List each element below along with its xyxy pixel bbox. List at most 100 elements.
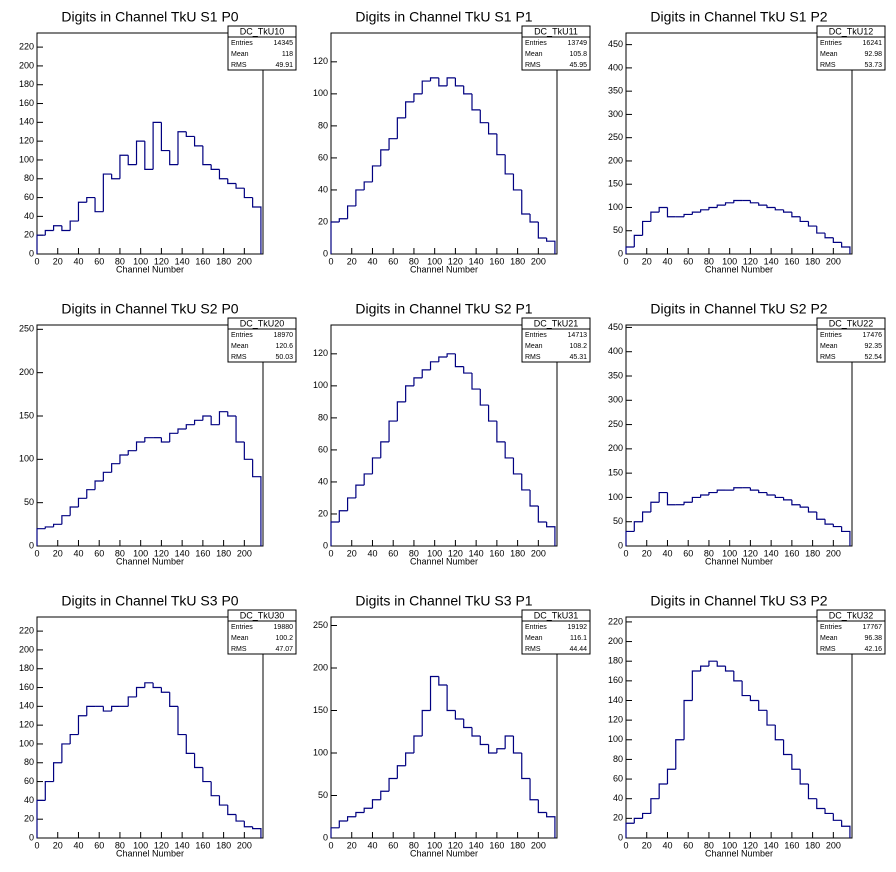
histogram-bin — [193, 136, 203, 147]
histogram-bin — [94, 480, 104, 490]
y-tick-label: 150 — [313, 705, 328, 715]
histogram-bin — [479, 736, 489, 746]
histogram-bin — [799, 769, 809, 785]
x-tick-label: 20 — [347, 548, 357, 558]
histogram-bin — [774, 725, 784, 741]
stats-label: Mean — [231, 343, 249, 350]
histogram-bin — [44, 780, 54, 801]
x-tick-label: 120 — [448, 548, 463, 558]
histogram-bin — [454, 710, 464, 720]
x-tick-label: 100 — [427, 840, 442, 850]
histogram-bin — [119, 154, 129, 179]
y-tick-label: 400 — [608, 62, 623, 72]
histogram-bin — [243, 442, 253, 460]
histogram-bin — [330, 827, 340, 838]
x-tick-label: 20 — [53, 840, 63, 850]
y-tick-label: 0 — [618, 540, 623, 550]
x-tick-label: 0 — [34, 256, 39, 266]
histogram-bin — [193, 419, 203, 425]
x-tick-label: 180 — [216, 840, 231, 850]
x-tick-label: 200 — [237, 840, 252, 850]
histogram-bin — [169, 692, 178, 707]
stats-label: Entries — [820, 40, 842, 47]
x-axis-label: Channel Number — [410, 556, 478, 566]
x-tick-label: 160 — [489, 256, 504, 266]
histogram-bin — [446, 353, 456, 358]
y-tick-label: 220 — [19, 41, 34, 51]
y-tick-label: 60 — [24, 192, 34, 202]
histogram-bin — [355, 484, 365, 498]
histogram-bin — [700, 494, 709, 498]
stats-label: Entries — [525, 624, 547, 631]
histogram-bin — [824, 519, 834, 525]
stats-value: 47.07 — [275, 646, 293, 653]
x-tick-label: 40 — [73, 548, 83, 558]
histogram-bin — [446, 685, 456, 712]
stats-label: Entries — [820, 332, 842, 339]
y-tick-label: 100 — [313, 380, 328, 390]
histogram-bin — [463, 366, 472, 374]
y-tick-label: 0 — [323, 540, 328, 550]
plot-frame — [625, 324, 853, 547]
histogram-bin — [733, 487, 743, 491]
histogram-bin — [774, 495, 784, 499]
histogram-bin — [724, 202, 734, 206]
x-axis-label: Channel Number — [116, 556, 184, 566]
histogram-pad: Digits in Channel TkU S3 P0 0 20 40 60 80 100 1… — [19, 593, 297, 858]
histogram-bin — [758, 490, 767, 494]
histogram-bin — [521, 189, 531, 215]
x-axis-label: Channel Number — [705, 556, 773, 566]
x-tick-label: 200 — [237, 548, 252, 558]
histogram-bin — [683, 699, 693, 740]
x-tick-label: 80 — [704, 840, 714, 850]
x-tick-label: 40 — [73, 256, 83, 266]
histogram-pad: Digits in Channel TkU S2 P00501001502002… — [19, 301, 297, 566]
histogram-bin — [658, 491, 668, 503]
histogram-bin — [691, 670, 701, 701]
histogram-bin — [388, 420, 398, 442]
stats-value: 18970 — [274, 332, 294, 339]
y-tick-label: 180 — [608, 656, 623, 666]
histogram-bin — [169, 150, 178, 166]
histogram-bin — [675, 739, 685, 770]
histogram-bin — [807, 783, 817, 800]
stats-box — [521, 25, 591, 71]
histogram-bin — [471, 373, 481, 390]
x-tick-label: 180 — [216, 548, 231, 558]
histogram-bin — [716, 204, 726, 208]
x-tick-label: 80 — [704, 256, 714, 266]
histogram-bin — [235, 814, 245, 822]
stats-value: 100.2 — [275, 635, 293, 642]
histogram-bin — [512, 736, 522, 754]
histogram-bin — [185, 424, 195, 429]
x-axis-label: Channel Number — [116, 264, 184, 274]
histogram-bin — [77, 201, 87, 222]
x-axis-label: Channel Number — [410, 264, 478, 274]
y-tick-label: 180 — [19, 663, 34, 673]
histogram-bin — [144, 141, 154, 170]
y-tick-label: 100 — [19, 154, 34, 164]
x-tick-label: 200 — [237, 256, 252, 266]
histogram-bin — [380, 149, 390, 166]
y-tick-label: 80 — [24, 173, 34, 183]
x-tick-label: 0 — [34, 548, 39, 558]
histogram-bin — [36, 234, 46, 254]
stats-label: RMS — [820, 354, 836, 361]
histogram-bin — [832, 813, 842, 821]
histogram-bin — [388, 777, 398, 792]
stats-value: 50.03 — [275, 354, 293, 361]
histogram-bin — [463, 85, 472, 95]
histogram-bin — [111, 174, 120, 180]
x-axis-label: Channel Number — [116, 848, 184, 858]
histogram-bin — [741, 680, 751, 697]
histogram-bin — [388, 138, 398, 150]
x-tick-label: 160 — [195, 840, 210, 850]
stats-name: DC_TkU20 — [240, 318, 285, 328]
histogram-bin — [438, 356, 448, 362]
x-tick-label: 40 — [367, 256, 377, 266]
y-tick-label: 50 — [318, 790, 328, 800]
histogram-bin — [537, 221, 547, 239]
stats-box — [227, 317, 297, 363]
histogram-bin — [227, 411, 237, 417]
x-tick-label: 200 — [826, 256, 841, 266]
